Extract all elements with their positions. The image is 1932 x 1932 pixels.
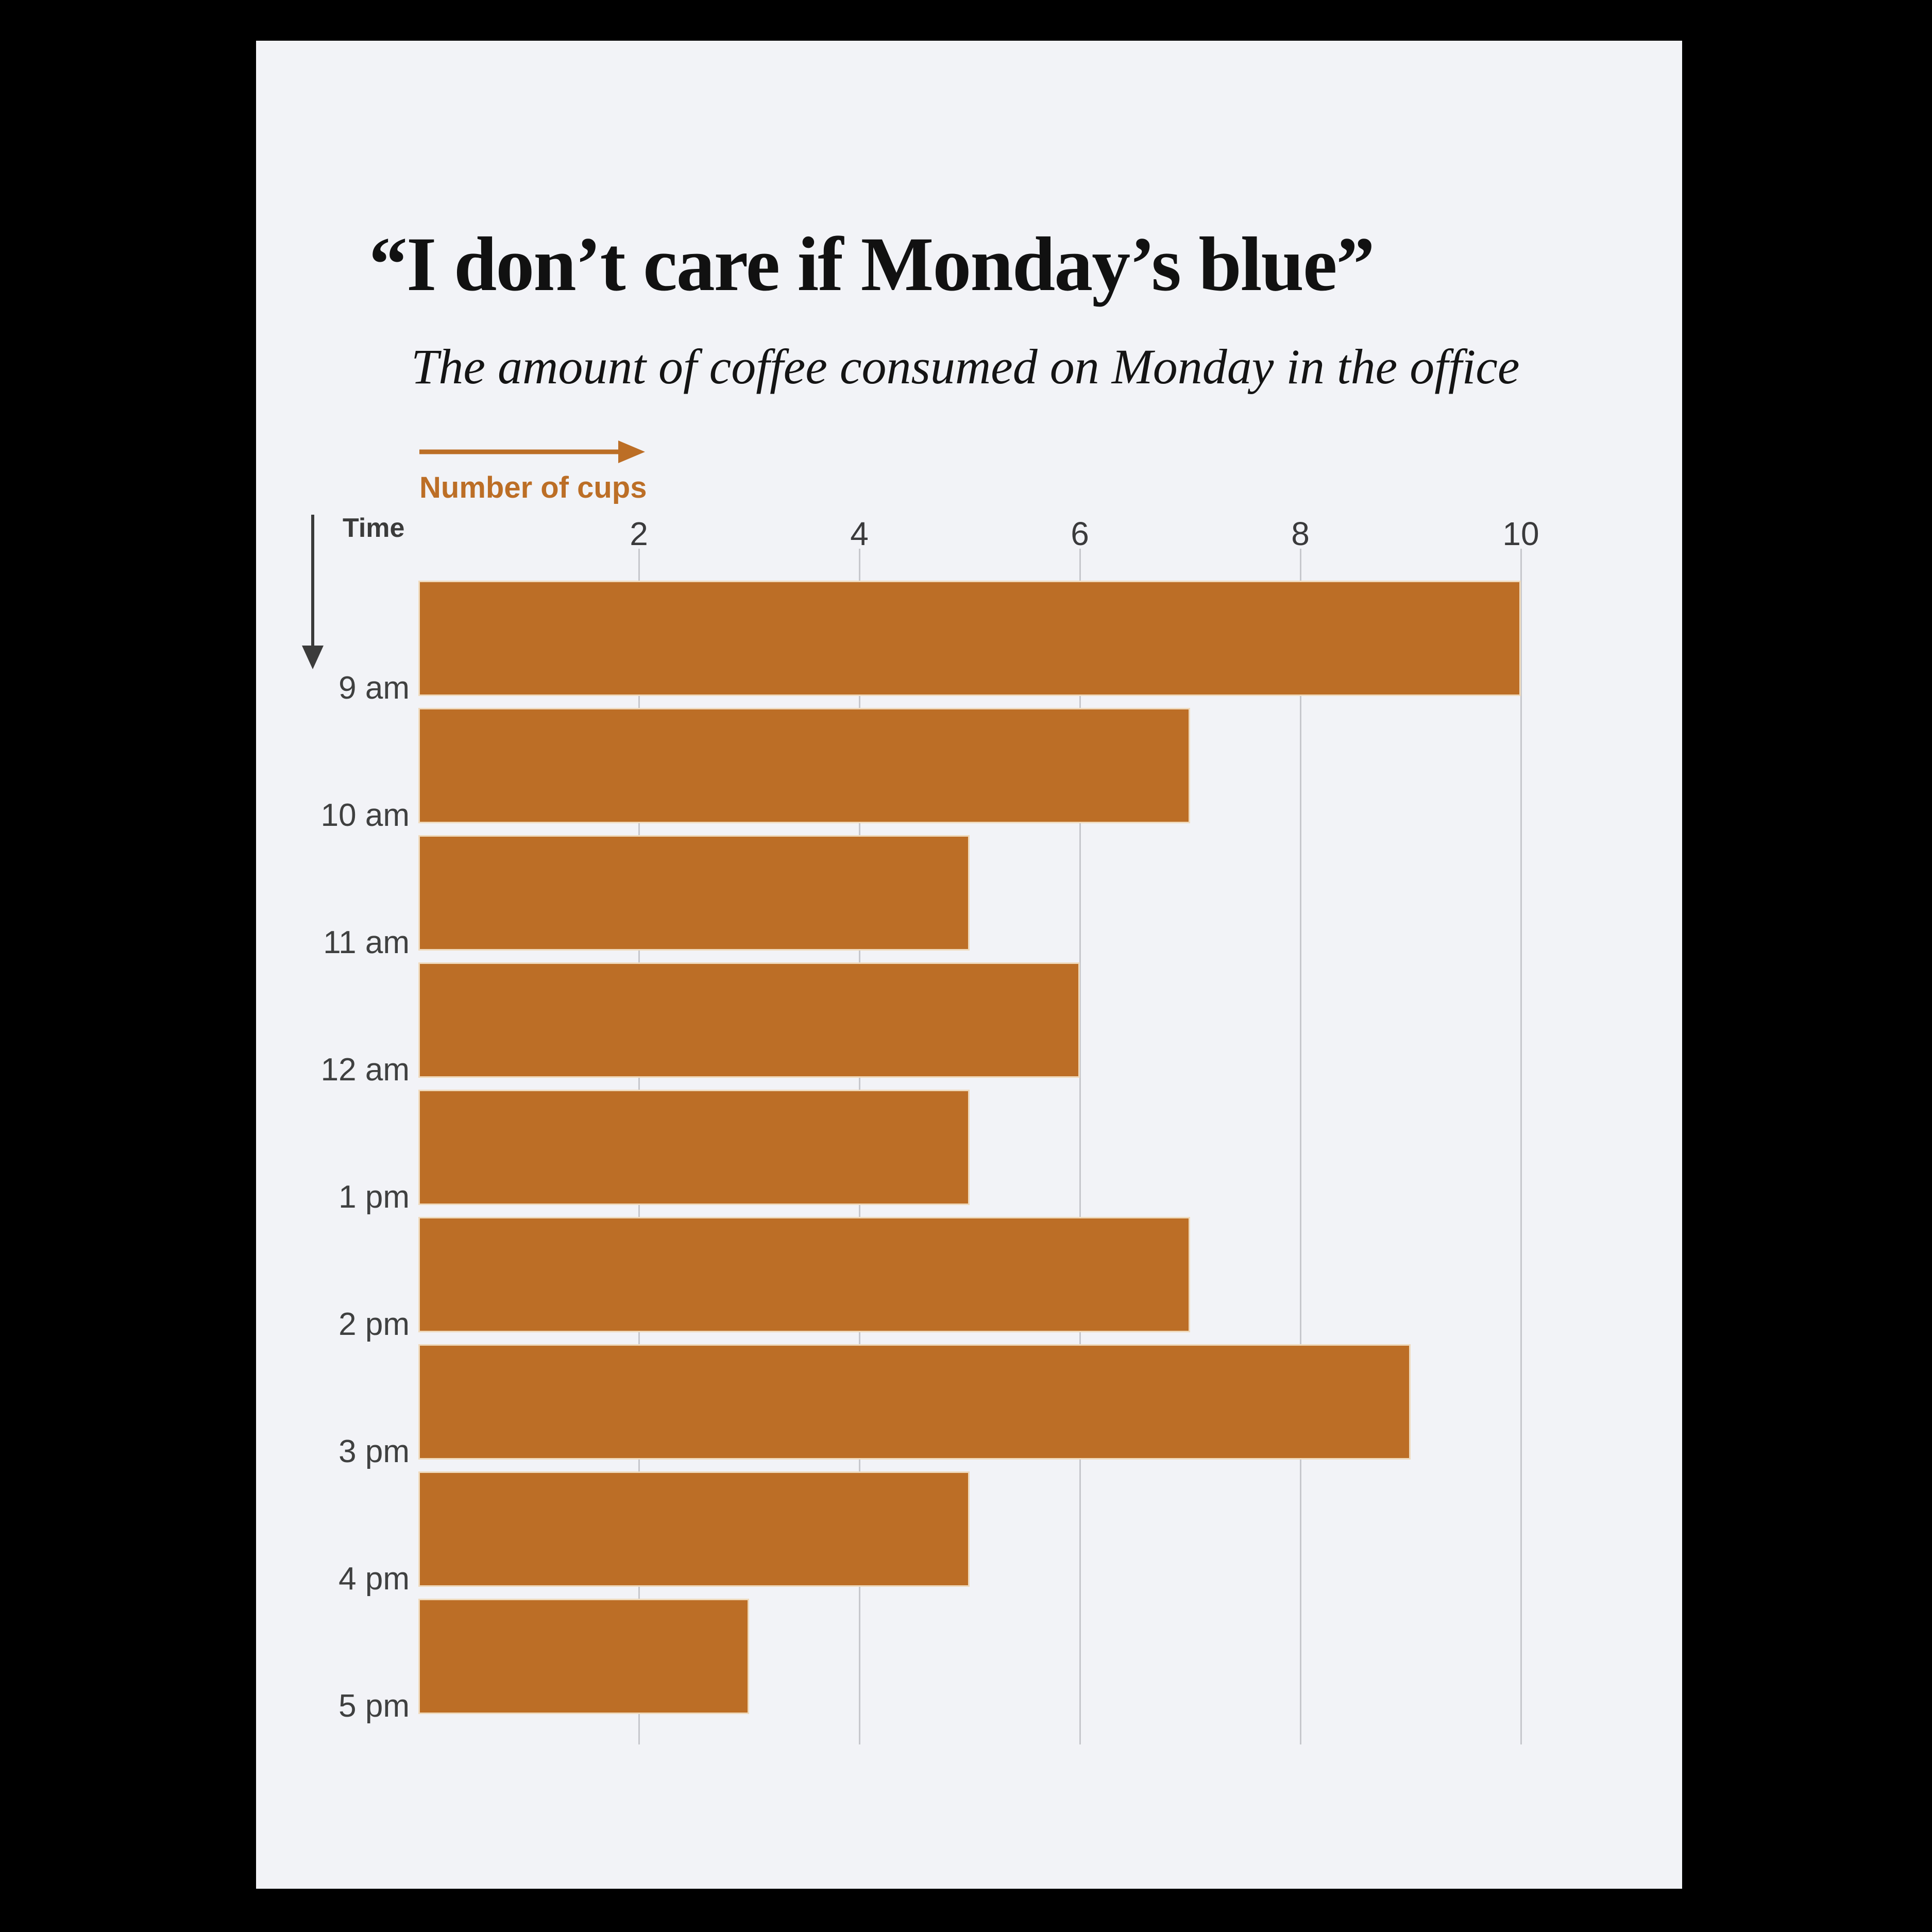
right-arrow-icon [419,440,645,463]
x-axis-tick-label: 10 [1502,515,1539,552]
y-category-label: 10 am [320,798,410,833]
x-axis-tick-label: 4 [850,515,869,552]
x-axis-tick-label: 2 [630,515,648,552]
gridline [1079,549,1081,1744]
y-category-label: 11 am [323,925,410,960]
chart-card: “I don’t care if Monday’s blue” The amou… [256,41,1682,1889]
bar-1pm [418,1090,970,1205]
gridline [1520,549,1522,1744]
chart-subtitle: The amount of coffee consumed on Monday … [411,339,1520,394]
y-category-label: 5 pm [338,1688,410,1724]
bar-5pm [418,1599,749,1714]
x-axis-tick-label: 6 [1071,515,1089,552]
x-axis-label: Number of cups [419,471,647,504]
y-category-label: 9 am [338,670,410,706]
bar-3pm [418,1344,1411,1460]
bar-4pm [418,1471,970,1587]
y-category-label: 12 am [320,1052,410,1088]
gridline [1300,549,1301,1744]
y-category-label: 1 pm [338,1179,410,1215]
y-axis-label: Time [343,513,405,543]
down-arrow-icon [302,515,324,669]
bar-9am [418,581,1521,696]
y-category-label: 4 pm [338,1561,410,1597]
y-category-label: 3 pm [338,1434,410,1469]
bar-12am [418,962,1080,1078]
bar-2pm [418,1217,1190,1332]
x-axis-tick-label: 8 [1291,515,1310,552]
chart-title: “I don’t care if Monday’s blue” [369,222,1375,307]
bar-10am [418,708,1190,823]
bar-11am [418,835,970,951]
plot-area: 2 4 6 8 10 9 am 10 am 11 am 12 am 1 pm 2 pm 3 pm 4 p… [256,41,1682,1889]
y-category-label: 2 pm [338,1307,410,1342]
